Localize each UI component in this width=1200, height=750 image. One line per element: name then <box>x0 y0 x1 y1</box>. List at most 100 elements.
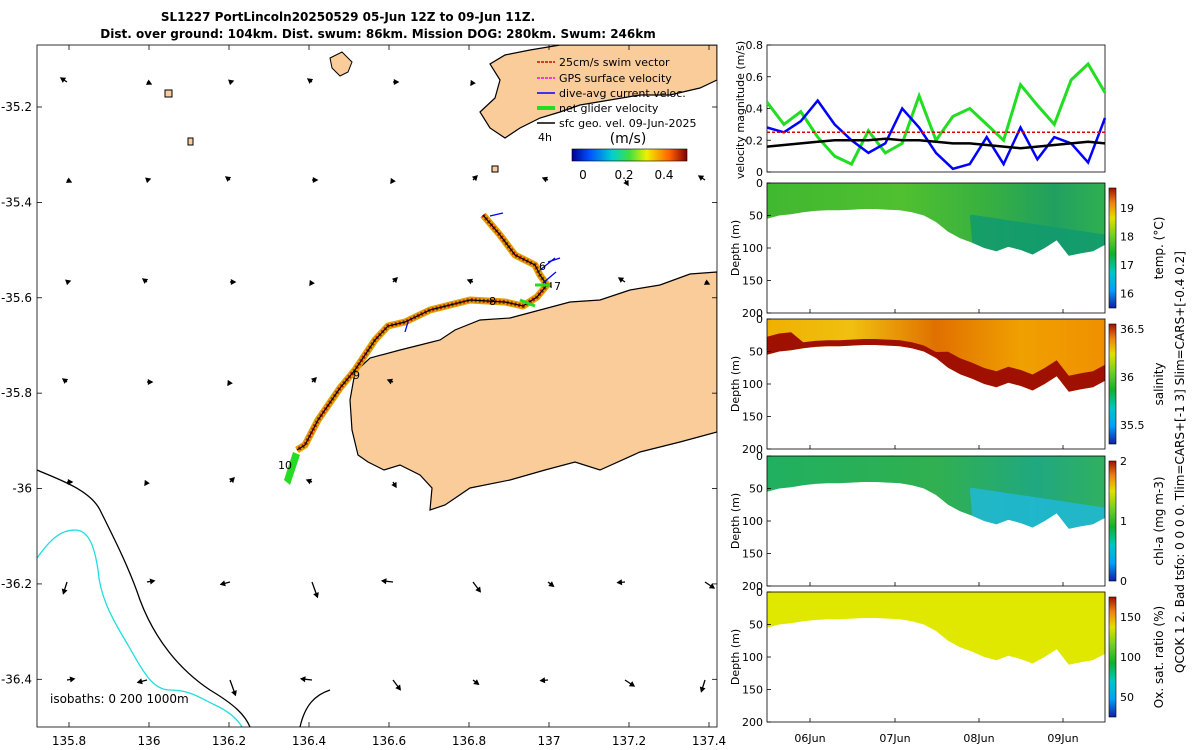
section-ytick-label: 0 <box>756 313 763 326</box>
xtick-07jun: 07Jun <box>879 732 910 745</box>
map-xtick-label: 137 <box>538 734 561 748</box>
section-panel-2: 0 50 100 150 200 Depth (m) 2 1 0 chl-a (mg m-3) <box>729 450 1166 593</box>
landmass-north <box>479 45 717 139</box>
map-ytick-label: -35.8 <box>1 386 32 400</box>
cbar-tick-label: 2 <box>1120 455 1127 468</box>
map-xtick-label: 136.4 <box>292 734 326 748</box>
legend-gps: GPS surface velocity <box>559 72 672 85</box>
glider-track <box>284 212 561 485</box>
current-arrowhead <box>65 279 72 286</box>
section-cbar-label: chl-a (mg m-3) <box>1152 476 1166 565</box>
velocity-series <box>765 61 1107 171</box>
high-salinity-layer <box>767 332 1105 392</box>
velocity-ylabel: velocity magnitude (m/s) <box>734 41 747 179</box>
speed-colorbar <box>571 148 688 162</box>
current-arrowhead <box>539 677 546 684</box>
current-arrowhead <box>699 686 706 693</box>
day-label-9: 9 <box>353 369 360 382</box>
current-arrowhead <box>310 377 317 384</box>
xtick-09jun: 09Jun <box>1047 732 1078 745</box>
island-1 <box>329 51 353 77</box>
current-arrowhead <box>708 583 716 589</box>
legend-swim: 25cm/s swim vector <box>559 56 670 69</box>
vel-ytick-label: 0.8 <box>746 39 764 52</box>
cbar-tick-label: 18 <box>1120 231 1134 244</box>
cbar-tick-label: 0 <box>1120 575 1127 588</box>
deep-water-layer <box>969 487 1105 529</box>
legend-net: net glider velocity <box>559 102 659 115</box>
map-axes: 135.8 136 136.2 136.4 136.6 136.8 137 137.2 137.… <box>1 45 726 748</box>
section-colorbar <box>1108 460 1117 582</box>
current-arrowhead <box>145 177 152 184</box>
map-xtick-label: 137.2 <box>612 734 646 748</box>
title-line-2: Dist. over ground: 104km. Dist. swum: 86… <box>100 27 656 41</box>
current-arrowhead <box>548 581 555 588</box>
current-arrowhead <box>141 278 149 284</box>
map-ytick-label: -36.4 <box>1 672 32 686</box>
section-ytick-label: 100 <box>742 515 763 528</box>
section-ytick-label: 150 <box>742 411 763 424</box>
section-colorbar <box>1108 323 1117 445</box>
current-arrowhead <box>380 578 387 585</box>
day-label-8: 8 <box>489 295 496 308</box>
vel-series-net-glider-velocity <box>765 61 1107 167</box>
section-ytick-label: 150 <box>742 275 763 288</box>
cbar-tick-label: 100 <box>1120 651 1141 664</box>
map-xtick-label: 136.2 <box>212 734 246 748</box>
section-ytick-label: 0 <box>756 450 763 463</box>
current-arrowhead <box>390 177 396 185</box>
current-arrowhead <box>69 676 76 683</box>
map-ytick-label: -35.2 <box>1 100 32 114</box>
landmass-main <box>349 271 717 511</box>
day-label-7: 7 <box>554 280 561 293</box>
section-ylabel: Depth (m) <box>729 629 742 685</box>
current-arrowhead <box>230 278 237 286</box>
cbar-tick-label: 36.5 <box>1120 323 1145 336</box>
section-ytick-label: 200 <box>742 716 763 729</box>
net-velocity-arrow <box>284 452 300 485</box>
map-xtick-label: 136.6 <box>372 734 406 748</box>
current-arrowhead <box>149 578 156 585</box>
current-arrowhead <box>473 679 480 686</box>
map-ytick-label: -36.2 <box>1 577 32 591</box>
current-arrowhead <box>65 177 73 183</box>
current-arrowhead <box>703 279 711 285</box>
vel-ytick-label: 0.4 <box>746 103 764 116</box>
section-cbar-label: Ox. sat. ratio (%) <box>1152 606 1166 708</box>
section-ytick-label: 50 <box>749 210 763 223</box>
current-arrowhead <box>59 77 67 83</box>
section-xaxis: 06Jun 07Jun 08Jun 09Jun <box>794 732 1078 745</box>
current-arrowhead <box>219 580 226 587</box>
cbar-tick-2: 0.4 <box>654 168 673 182</box>
vector-scale-label: 4h <box>538 131 552 144</box>
island-3 <box>187 137 194 146</box>
cbar-tick-label: 150 <box>1120 611 1141 624</box>
coast-south <box>299 689 331 727</box>
section-ytick-label: 50 <box>749 619 763 632</box>
current-arrowhead <box>466 278 473 285</box>
section-ytick-label: 100 <box>742 378 763 391</box>
current-arrowhead <box>313 592 319 599</box>
current-arrowhead <box>228 477 235 484</box>
cbar-tick-label: 35.5 <box>1120 419 1145 432</box>
cbar-tick-label: 17 <box>1120 259 1134 272</box>
xtick-06jun: 06Jun <box>794 732 825 745</box>
section-ylabel: Depth (m) <box>729 220 742 276</box>
island-2 <box>164 89 173 98</box>
section-ytick-label: 0 <box>756 586 763 599</box>
vel-ytick-label: 0.6 <box>746 71 764 84</box>
section-cbar-label: salinity <box>1152 362 1166 405</box>
current-arrowhead <box>227 379 233 387</box>
current-arrowhead <box>541 176 548 183</box>
current-arrowhead <box>224 176 232 182</box>
current-arrowhead <box>697 175 705 181</box>
current-arrowhead <box>136 678 143 685</box>
current-arrowhead <box>616 579 623 586</box>
map-ytick-label: -35.4 <box>1 195 32 209</box>
map-xtick-label: 136 <box>138 734 161 748</box>
current-vectors <box>59 77 716 697</box>
isobath-200m <box>37 469 251 727</box>
day-label-10: 10 <box>278 459 292 472</box>
